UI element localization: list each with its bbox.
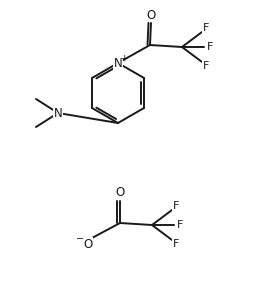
Text: O: O bbox=[146, 9, 156, 22]
Text: −: − bbox=[76, 234, 84, 244]
Text: F: F bbox=[207, 42, 213, 52]
Text: F: F bbox=[203, 23, 209, 33]
Text: F: F bbox=[173, 239, 179, 249]
Text: F: F bbox=[177, 220, 183, 230]
Text: N: N bbox=[114, 56, 122, 70]
Text: N: N bbox=[54, 107, 62, 120]
Text: F: F bbox=[203, 61, 209, 71]
Text: O: O bbox=[83, 237, 93, 250]
Text: F: F bbox=[173, 201, 179, 211]
Text: +: + bbox=[120, 54, 128, 63]
Text: O: O bbox=[115, 187, 125, 200]
